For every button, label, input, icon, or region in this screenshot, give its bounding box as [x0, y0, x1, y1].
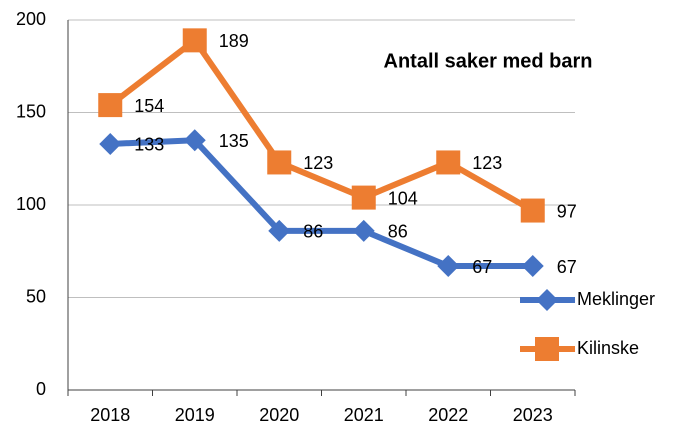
legend-label: Meklinger [577, 289, 655, 309]
data-point [182, 28, 207, 53]
data-point [520, 198, 545, 223]
data-label: 97 [557, 201, 577, 221]
data-point [437, 255, 460, 278]
x-tick-label: 2022 [428, 405, 468, 425]
y-tick-label: 0 [36, 379, 46, 399]
data-point [267, 150, 292, 175]
y-tick-label: 50 [26, 286, 46, 306]
data-label: 123 [472, 153, 502, 173]
x-tick-label: 2018 [90, 405, 130, 425]
x-tick-label: 2019 [175, 405, 215, 425]
x-tick-label: 2023 [513, 405, 553, 425]
data-point [99, 132, 122, 155]
series-line [108, 37, 535, 214]
data-point [352, 219, 375, 242]
x-tick-label: 2021 [344, 405, 384, 425]
data-label: 67 [557, 257, 577, 277]
data-label: 123 [303, 153, 333, 173]
y-tick-label: 200 [16, 9, 46, 29]
data-point [98, 93, 123, 118]
data-label: 67 [472, 257, 492, 277]
data-label: 135 [219, 131, 249, 151]
series-line [110, 137, 533, 270]
x-tick-label: 2020 [259, 405, 299, 425]
legend-label: Kilinske [577, 338, 639, 358]
data-label: 154 [134, 96, 164, 116]
y-tick-label: 100 [16, 194, 46, 214]
data-label: 133 [134, 135, 164, 155]
legend-marker [535, 337, 559, 361]
chart-title: Antall saker med barn [384, 50, 593, 72]
y-tick-label: 150 [16, 101, 46, 121]
data-point [183, 129, 206, 152]
data-point [521, 255, 544, 278]
data-label: 189 [219, 31, 249, 51]
data-label: 86 [303, 222, 323, 242]
legend-marker [536, 289, 558, 311]
data-point [268, 219, 291, 242]
data-label: 104 [388, 188, 418, 208]
data-point [436, 150, 461, 175]
data-label: 86 [388, 222, 408, 242]
data-point [351, 185, 376, 210]
